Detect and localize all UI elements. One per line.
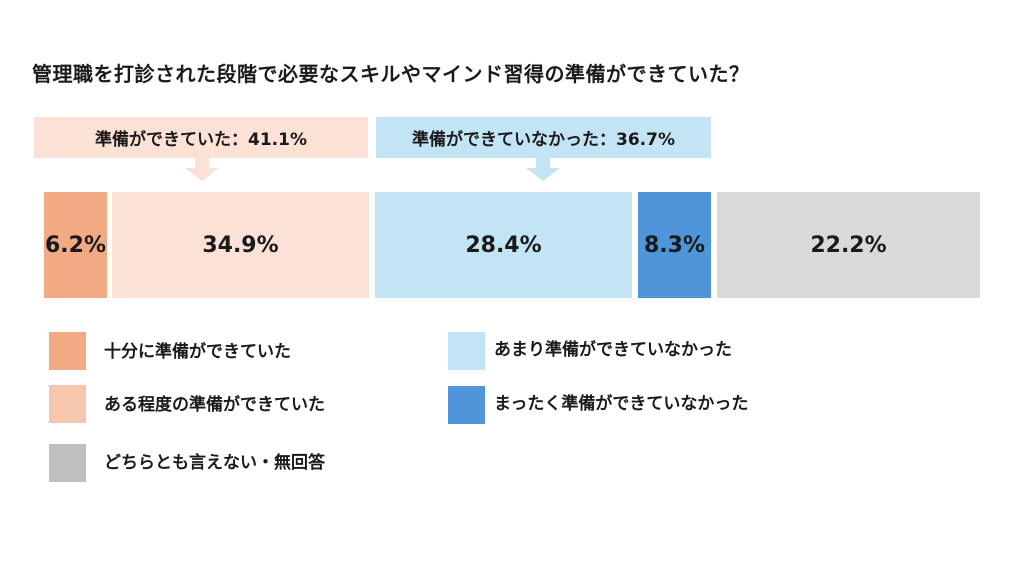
legend-label-not-prepared-at-all: まったく準備ができていなかった bbox=[494, 394, 749, 414]
bar-segment-fully-prepared: 6.2% bbox=[44, 192, 107, 298]
prepared-total-banner: 準備ができていた：41.1% bbox=[34, 117, 368, 158]
legend-label-neither-no-answer: どちらとも言えない・無回答 bbox=[104, 453, 325, 473]
bar-segment-not-very-prepared: 28.4% bbox=[375, 192, 632, 298]
legend-swatch-not-very-prepared bbox=[448, 332, 485, 370]
bar-segment-not-prepared-at-all: 8.3% bbox=[638, 192, 711, 298]
bar-segment-somewhat-prepared: 34.9% bbox=[112, 192, 369, 298]
bar-segment-neither-no-answer: 22.2% bbox=[717, 192, 980, 298]
legend-swatch-fully-prepared bbox=[49, 332, 86, 370]
down-arrow-icon bbox=[185, 158, 219, 182]
legend-swatch-somewhat-prepared bbox=[49, 385, 86, 423]
legend-swatch-not-prepared-at-all bbox=[448, 386, 485, 424]
chart-title: 管理職を打診された段階で必要なスキルやマインド習得の準備ができていた？ bbox=[32, 62, 750, 86]
legend-label-not-very-prepared: あまり準備ができていなかった bbox=[494, 340, 732, 360]
down-arrow-icon bbox=[526, 158, 560, 182]
legend-swatch-neither-no-answer bbox=[49, 444, 86, 482]
legend-label-somewhat-prepared: ある程度の準備ができていた bbox=[104, 395, 325, 415]
legend-label-fully-prepared: 十分に準備ができていた bbox=[104, 342, 291, 362]
not-prepared-total-banner: 準備ができていなかった：36.7% bbox=[376, 117, 711, 158]
